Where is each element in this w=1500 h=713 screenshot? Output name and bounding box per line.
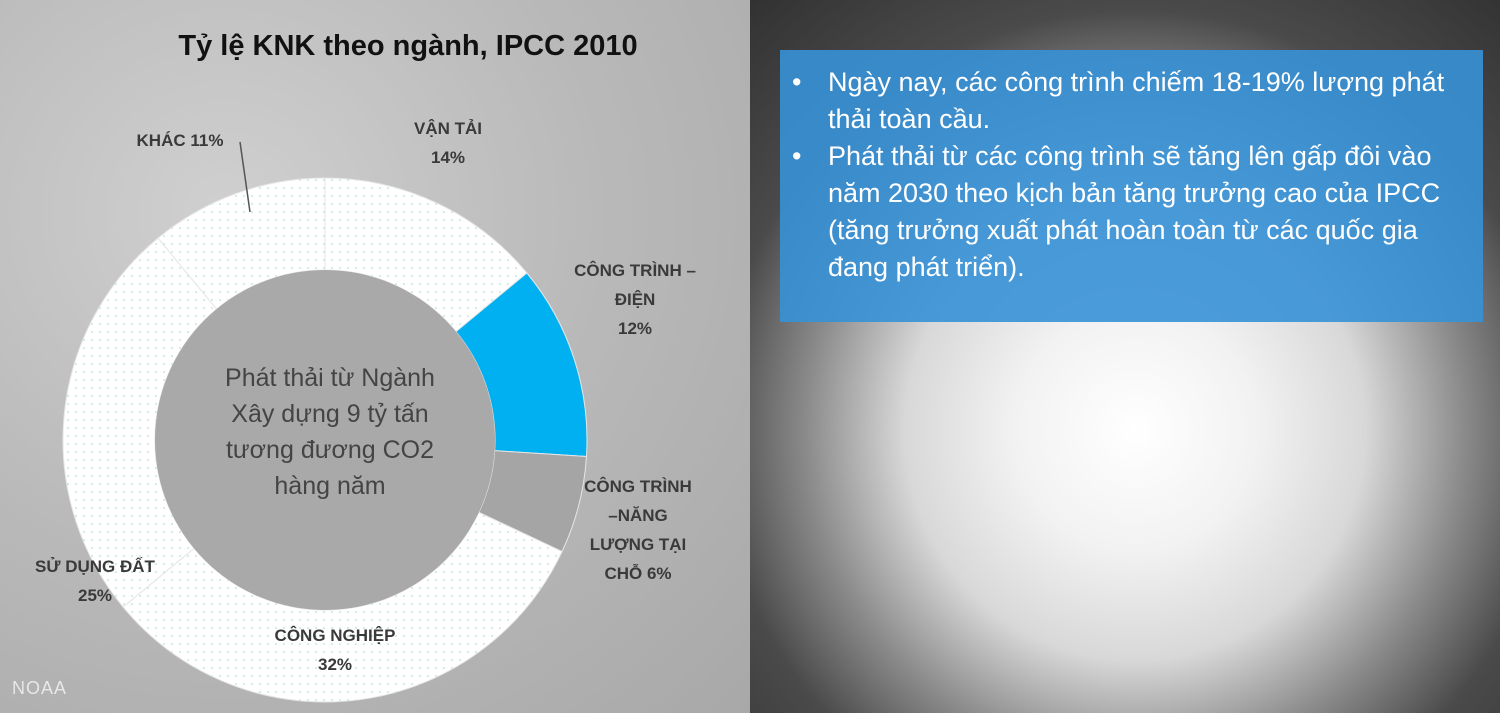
- slice-label: KHÁC 11%: [100, 126, 260, 155]
- category-label: KHÁC: [136, 131, 186, 150]
- bullet-item: Ngày nay, các công trình chiếm 18-19% lư…: [792, 64, 1453, 138]
- category-label: SỬ DỤNG ĐẤT: [35, 557, 155, 576]
- chart-title: Tỷ lệ KNK theo ngành, IPCC 2010: [178, 30, 638, 62]
- donut-segment: [122, 511, 563, 703]
- value-label: 32%: [317, 655, 353, 674]
- category-label: CÔNG NGHIỆP: [274, 626, 396, 645]
- donut-hole: [155, 270, 495, 610]
- info-box: Ngày nay, các công trình chiếm 18-19% lư…: [780, 50, 1483, 322]
- bullet-item: Phát thải từ các công trình sẽ tăng lên …: [792, 138, 1453, 286]
- image-credit: NOAA: [12, 678, 68, 698]
- value-label: 6%: [646, 564, 672, 583]
- category-label: VẬN TẢI: [414, 119, 482, 138]
- leader-line: [239, 141, 251, 213]
- slice-label: CÔNG TRÌNH –NĂNG LƯỢNG TẠI CHỖ 6%: [578, 472, 698, 588]
- slice-label: CÔNG NGHIỆP 32%: [245, 621, 425, 679]
- slice-label: CÔNG TRÌNH – ĐIỆN 12%: [570, 256, 700, 343]
- value-label: 25%: [77, 586, 113, 605]
- category-label: CÔNG TRÌNH –NĂNG LƯỢNG TẠI CHỖ: [584, 477, 692, 583]
- slice-label: SỬ DỤNG ĐẤT 25%: [30, 552, 160, 610]
- value-label: 12%: [617, 319, 653, 338]
- value-label: 14%: [430, 148, 466, 167]
- bullet-list: Ngày nay, các công trình chiếm 18-19% lư…: [792, 64, 1453, 286]
- center-text: Phát thải từ Ngành Xây dựng 9 tỷ tấn tươ…: [225, 364, 435, 500]
- category-label: CÔNG TRÌNH – ĐIỆN: [574, 261, 696, 309]
- value-label: 11%: [190, 131, 224, 150]
- slice-label: VẬN TẢI 14%: [398, 114, 498, 172]
